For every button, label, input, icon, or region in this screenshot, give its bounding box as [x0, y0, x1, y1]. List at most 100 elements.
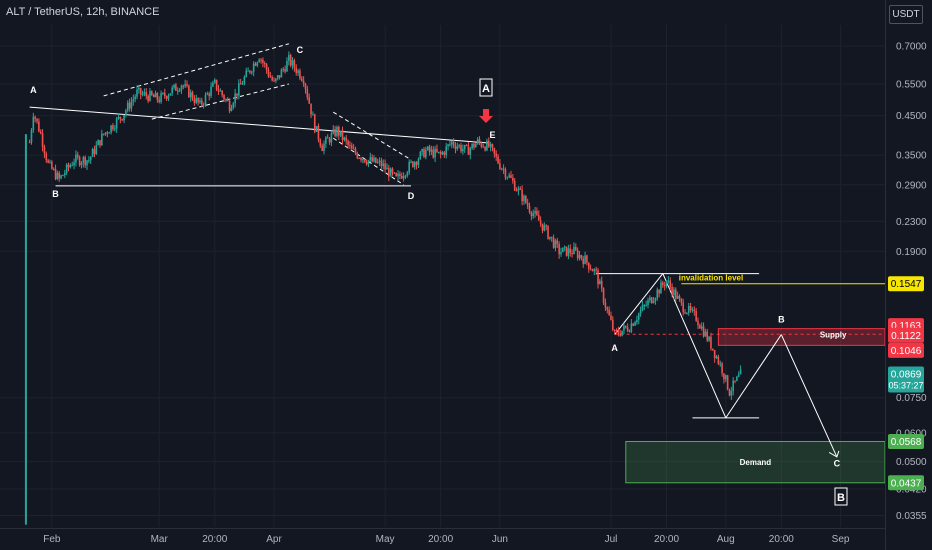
candle-body — [339, 130, 342, 136]
candle-body — [367, 160, 370, 165]
y-tick-label: 0.1900 — [896, 247, 927, 258]
candle-body — [419, 151, 422, 160]
candle-body — [432, 149, 435, 158]
pattern-upper-line — [29, 106, 489, 144]
candle-body — [663, 285, 666, 287]
candle-body — [243, 76, 246, 84]
candle-body — [54, 168, 57, 180]
candle-body — [674, 289, 677, 299]
candle-body — [619, 334, 622, 336]
candle-body — [715, 356, 718, 359]
candle-body — [267, 70, 270, 76]
candle-body — [536, 210, 538, 215]
candle-body — [380, 160, 383, 167]
candle-body — [395, 173, 398, 177]
candle-body — [52, 168, 55, 170]
candle-body — [313, 114, 316, 132]
candle-body — [704, 331, 707, 337]
candle-body — [189, 92, 192, 98]
candle-body — [86, 160, 88, 166]
candle-body — [426, 146, 429, 150]
candle-body — [645, 305, 647, 307]
candle-body — [476, 139, 479, 144]
candle-body — [684, 312, 686, 314]
pattern-label-d: D — [408, 191, 415, 201]
candle-body — [689, 305, 692, 311]
candle-body — [69, 165, 72, 168]
candle-body — [60, 175, 62, 179]
pattern-label-c: C — [297, 45, 304, 55]
pattern-label-a: A — [30, 85, 37, 95]
candle-body — [456, 146, 459, 149]
price-tag-label: 0.0869 — [891, 370, 922, 381]
candle-body — [654, 298, 657, 302]
candle-body — [119, 116, 122, 120]
candle-body — [336, 127, 338, 136]
candle-body — [201, 100, 203, 105]
candle-body — [428, 146, 431, 152]
candle-body — [212, 82, 214, 87]
candle-body — [471, 143, 473, 149]
candle-body — [73, 162, 75, 166]
candle-body — [56, 172, 59, 180]
candle-body — [624, 325, 627, 328]
currency-unit-button[interactable]: USDT — [889, 5, 923, 24]
price-tag — [888, 276, 924, 292]
price-axis: 0.7000 0.5500 0.4500 0.3500 0.2900 0.2300 0.19… — [885, 0, 927, 550]
candle-body — [276, 75, 279, 79]
candle-body — [106, 132, 109, 134]
candle-body — [101, 133, 103, 146]
x-tick-label: Aug — [717, 534, 735, 545]
candle-body — [600, 280, 603, 289]
candle-body — [469, 148, 472, 155]
price-tag — [888, 475, 924, 491]
candle-body — [362, 159, 364, 161]
price-tag — [888, 366, 924, 393]
candle-body — [136, 89, 138, 97]
candle-body — [175, 84, 177, 91]
candle-body — [636, 319, 638, 323]
candle-body — [523, 196, 525, 202]
candle-body — [702, 326, 705, 337]
candle-body — [41, 133, 44, 147]
candle-body — [597, 270, 599, 285]
candle-body — [563, 246, 566, 248]
candle-body — [486, 140, 488, 151]
candle-body — [467, 145, 470, 155]
y-tick-label: 0.4500 — [896, 111, 927, 122]
candle-body — [280, 69, 283, 78]
candle-body — [269, 75, 272, 78]
candle-body — [710, 336, 712, 349]
price-tag-label: 0.1547 — [891, 279, 922, 290]
candle-body — [693, 309, 696, 312]
x-tick-label: 20:00 — [202, 534, 227, 545]
candle-body — [719, 363, 722, 365]
candle-body — [193, 99, 196, 103]
candle-body — [206, 93, 209, 95]
candle-body — [138, 88, 140, 90]
candle-body — [167, 95, 170, 99]
candle-body — [550, 236, 553, 238]
candle-body — [51, 161, 53, 169]
candle-body — [130, 101, 133, 109]
projection-c-line — [780, 334, 838, 458]
x-tick-label: Apr — [266, 534, 282, 545]
candle-body — [358, 158, 360, 160]
candle-body — [508, 175, 510, 178]
candle-body — [382, 163, 385, 167]
candle-body — [578, 255, 581, 259]
candle-body — [591, 269, 594, 272]
candle-body — [678, 295, 681, 299]
candle-body — [708, 336, 710, 341]
x-tick-label: Jul — [605, 534, 618, 545]
candle-body — [458, 145, 460, 147]
candle-body — [126, 102, 129, 111]
candle-body — [669, 280, 672, 287]
candle-body — [430, 149, 433, 152]
candle-body — [389, 168, 392, 177]
candle-body — [221, 90, 223, 96]
candle-body — [567, 248, 570, 256]
candle-body — [128, 102, 131, 109]
candle-body — [165, 96, 168, 99]
